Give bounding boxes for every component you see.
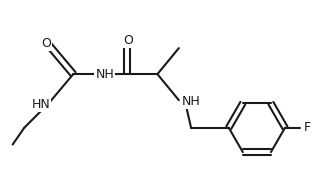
Text: HN: HN xyxy=(31,98,50,111)
Text: NH: NH xyxy=(181,95,200,108)
Text: NH: NH xyxy=(95,68,114,81)
Text: O: O xyxy=(123,34,133,47)
Text: F: F xyxy=(303,121,310,134)
Text: O: O xyxy=(41,37,51,50)
